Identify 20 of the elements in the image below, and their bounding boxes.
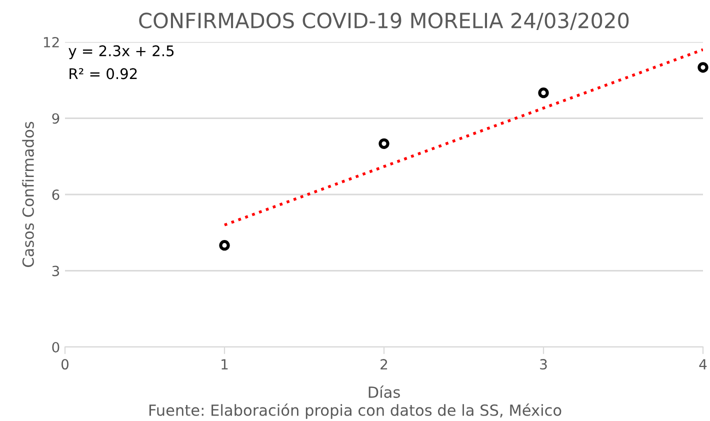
- y-tick-label: 3: [52, 266, 60, 276]
- x-tick-label: 3: [540, 359, 547, 370]
- y-tick-label: 0: [52, 342, 60, 352]
- x-tick-label: 1: [222, 359, 228, 370]
- annotation: y = 2.3x + 2.5: [68, 45, 174, 60]
- point: [378, 138, 390, 149]
- annotation: R² = 0.92: [70, 68, 137, 80]
- x-tick-label: 2: [380, 359, 388, 370]
- y-axis-title: Casos Confirmados: [22, 122, 34, 268]
- y-tick-label: 12: [44, 36, 59, 48]
- x-axis-title: Días: [368, 386, 400, 398]
- point: [219, 240, 230, 251]
- x-tick-label: 0: [61, 359, 68, 370]
- y-tick-label: 9: [52, 113, 60, 124]
- y-tick-label: 6: [52, 189, 60, 200]
- point: [538, 88, 549, 98]
- point: [698, 62, 708, 73]
- chart-title: CONFIRMADOS COVID-19 MORELIA 24/03/2020: [139, 12, 629, 30]
- x-tick-label: 4: [699, 359, 707, 370]
- source-note: Fuente: Elaboración propia con datos de la SS, México: [149, 404, 562, 419]
